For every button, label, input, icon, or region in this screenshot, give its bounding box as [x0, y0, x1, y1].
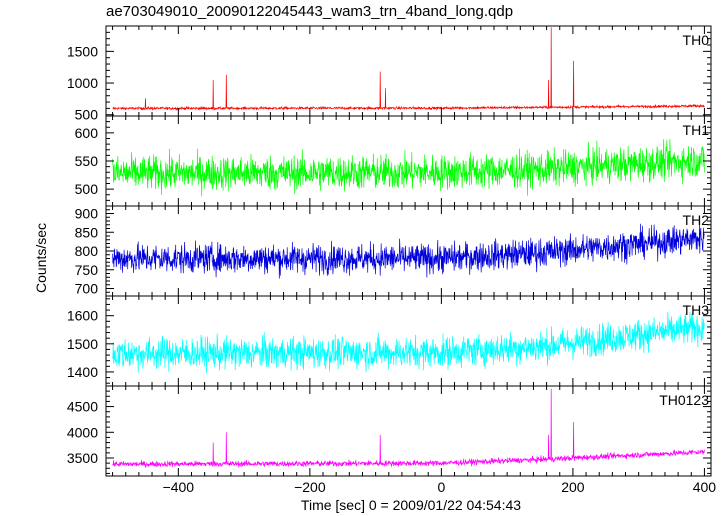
series-line-th0123	[112, 388, 705, 468]
y-tick-label: 1000	[67, 75, 98, 91]
y-tick-label: 900	[75, 206, 99, 222]
y-tick-label: 500	[75, 107, 99, 123]
y-tick-label: 1600	[67, 308, 98, 324]
y-tick-label: 700	[75, 281, 99, 297]
y-tick-label: 500	[75, 181, 99, 197]
panel-label: TH0	[683, 32, 710, 48]
panel-th2: 700 750 800 850 900 TH2	[75, 205, 712, 297]
panel-th3: 1400 1500 1600 TH3	[67, 295, 712, 387]
y-tick-label: 4000	[67, 424, 98, 440]
y-tick-label: 1400	[67, 364, 98, 380]
x-tick-label: −200	[294, 479, 326, 495]
x-tick-label: 200	[561, 479, 585, 495]
panel-label: TH0123	[659, 392, 709, 408]
panel-label: TH2	[683, 212, 710, 228]
panel-frame	[105, 385, 712, 477]
panel-th0: 500 1000 1500 TH0	[67, 25, 712, 123]
y-axis-label: Counts/sec	[33, 223, 49, 293]
panel-frame	[105, 25, 712, 117]
x-tick-label: 0	[437, 479, 445, 495]
y-tick-label: 1500	[67, 43, 98, 59]
x-tick-label: −400	[163, 479, 195, 495]
series-line-th2	[112, 222, 705, 279]
series-line-th1	[112, 139, 705, 197]
y-tick-label: 4500	[67, 399, 98, 415]
y-tick-label: 550	[75, 153, 99, 169]
panel-label: TH3	[683, 302, 710, 318]
chart-panels: 500 1000 1500 TH0 500 550 600 TH1 700 750 800 850 90…	[67, 25, 712, 477]
y-tick-label: 3500	[67, 450, 98, 466]
y-tick-label: 600	[75, 125, 99, 141]
panel-th0123: 3500 4000 4500 TH0123	[67, 385, 712, 477]
x-tick-label: 400	[693, 479, 717, 495]
series-line-th3	[112, 311, 705, 374]
panel-th1: 500 550 600 TH1	[75, 115, 712, 207]
y-tick-label: 850	[75, 224, 99, 240]
y-tick-label: 750	[75, 262, 99, 278]
y-tick-label: 800	[75, 243, 99, 259]
x-axis-label: Time [sec] 0 = 2009/01/22 04:54:43	[301, 497, 521, 513]
series-line-th0	[112, 27, 705, 111]
x-axis: −400 −200 0 200 400	[163, 479, 717, 495]
chart-title: ae703049010_20090122045443_wam3_trn_4ban…	[106, 3, 513, 20]
y-tick-label: 1500	[67, 336, 98, 352]
panel-label: TH1	[683, 122, 710, 138]
